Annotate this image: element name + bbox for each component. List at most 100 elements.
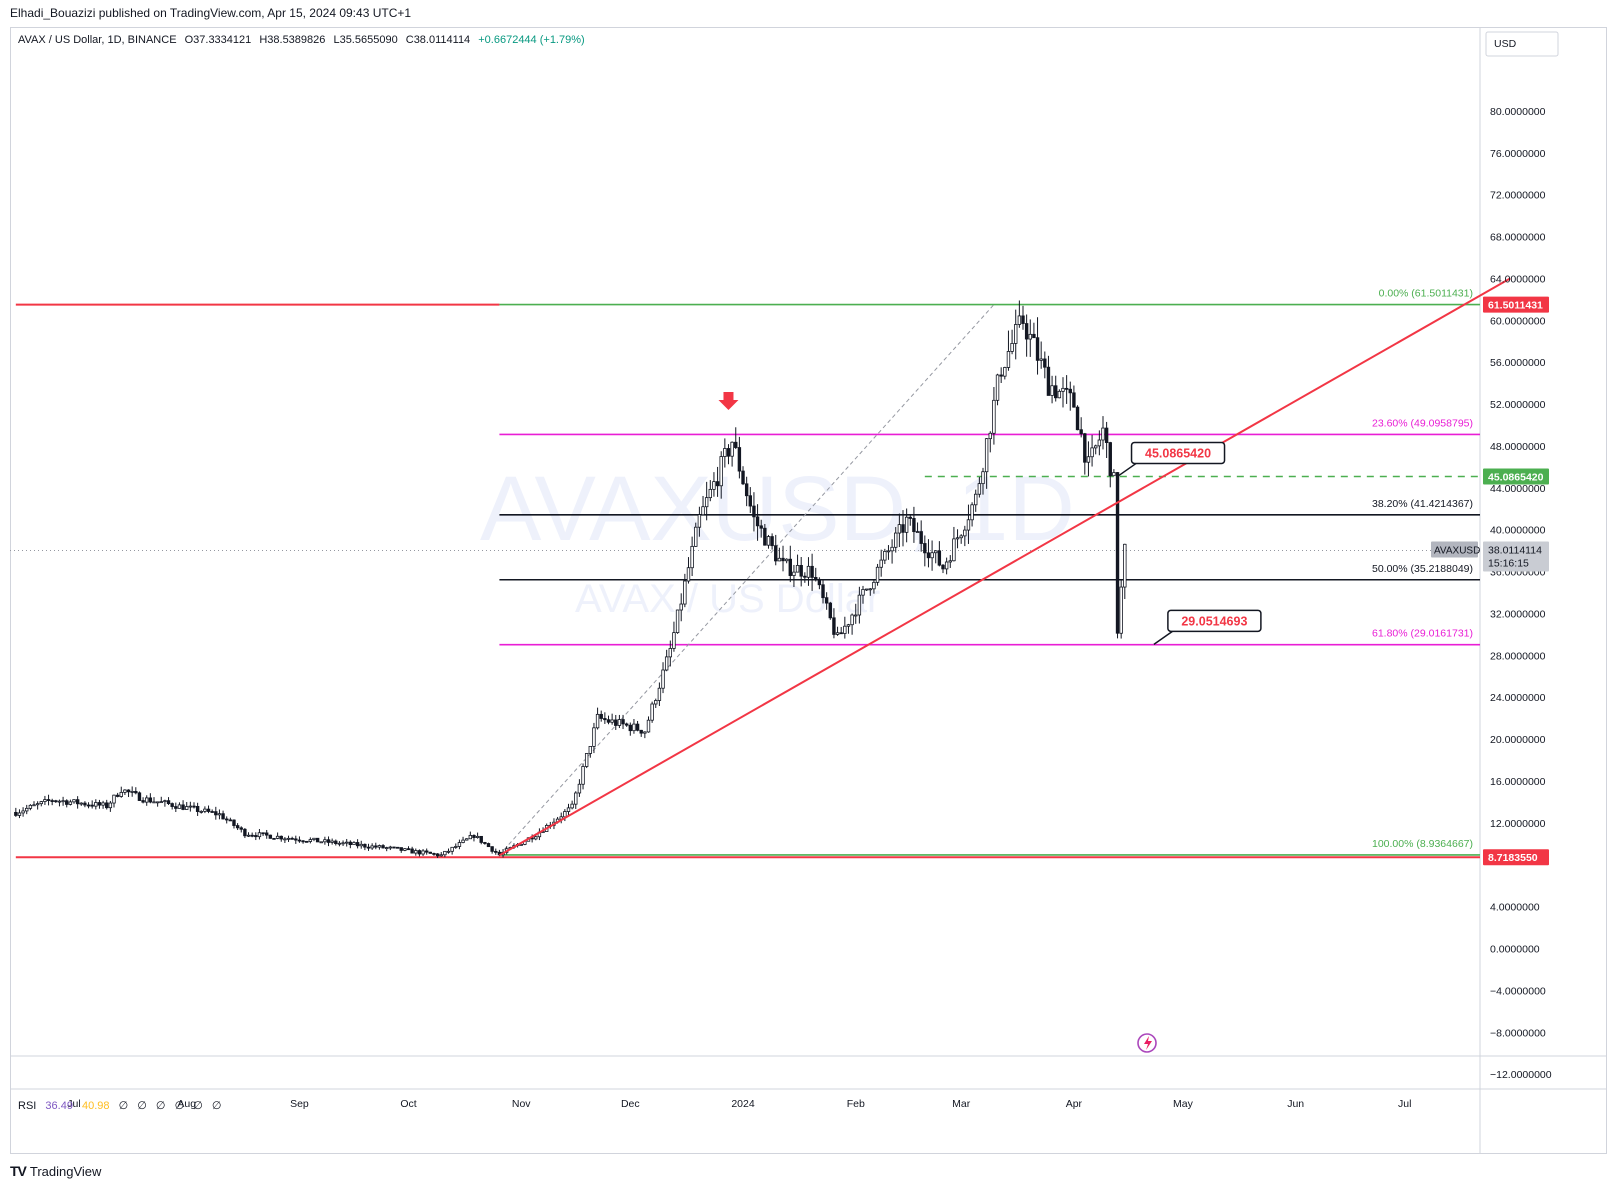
candle-body <box>1010 343 1014 352</box>
lightning-bolt-icon <box>1144 1036 1152 1050</box>
candle-body <box>952 538 956 562</box>
candle-body <box>1021 315 1025 324</box>
candle-body <box>217 813 222 816</box>
candle-body <box>588 745 593 754</box>
candle-body <box>475 835 480 838</box>
candle-body <box>72 799 76 803</box>
candle-body <box>850 614 854 626</box>
ascending-trendline[interactable] <box>498 277 1511 857</box>
price-tag-2 <box>1483 849 1549 866</box>
y-tick-label: 24.0000000 <box>1490 692 1546 704</box>
candle-body <box>1115 472 1120 634</box>
candle-body <box>79 802 83 805</box>
down-arrow-icon[interactable] <box>718 392 739 411</box>
candle-body <box>592 727 596 747</box>
ohlc-high: H38.5389826 <box>259 34 326 46</box>
candle-body <box>610 719 614 723</box>
candle-body <box>777 557 782 562</box>
y-tick-label: 20.0000000 <box>1490 734 1546 746</box>
y-tick-label: 16.0000000 <box>1490 776 1546 788</box>
candle-body <box>134 790 138 794</box>
candle-body <box>1068 388 1072 394</box>
y-tick-label: −8.0000000 <box>1490 1027 1546 1039</box>
candle-body <box>632 723 636 732</box>
y-tick-label: 48.0000000 <box>1490 441 1546 453</box>
price-callout-box[interactable] <box>1167 609 1262 633</box>
candle-body <box>235 825 240 829</box>
fib-diagonal-line[interactable] <box>499 304 995 856</box>
symbol-legend: AVAX / US Dollar, 1D, BINANCE O37.333412… <box>18 34 590 46</box>
fib-level-label: 100.00% (8.9364667) <box>1372 838 1473 850</box>
candle-body <box>1039 358 1043 361</box>
candle-body <box>1061 387 1065 392</box>
candle-body <box>1101 427 1105 441</box>
candle-body <box>697 514 702 528</box>
candle-body <box>1097 439 1102 447</box>
currency-label[interactable]: USD <box>1494 38 1517 50</box>
lightning-icon[interactable] <box>1137 1033 1157 1053</box>
candle-body <box>108 802 113 809</box>
candle-body <box>584 753 589 767</box>
x-tick-label: Jul <box>1398 1098 1411 1110</box>
candle-body <box>112 794 116 804</box>
rsi-empty-1: ∅ <box>118 1100 129 1112</box>
y-tick-label: 52.0000000 <box>1490 399 1546 411</box>
candle-body <box>46 799 51 801</box>
rsi-label[interactable]: RSI <box>18 1100 37 1112</box>
candle-body <box>192 805 196 808</box>
price-tag-3-text: 45.0865420 <box>1488 471 1544 483</box>
candle-body <box>857 594 862 616</box>
ohlc-open: O37.3334121 <box>184 34 252 46</box>
candle-body <box>715 481 720 487</box>
y-tick-label: −12.0000000 <box>1490 1069 1552 1081</box>
x-tick-label: Aug <box>177 1098 196 1110</box>
x-tick-label: May <box>1173 1098 1194 1110</box>
candle-body <box>1046 366 1051 396</box>
candle-body <box>704 497 709 508</box>
candle-body <box>148 797 153 803</box>
x-tick-label: Nov <box>512 1098 531 1110</box>
candle-body <box>599 713 603 719</box>
candle-body <box>1006 351 1011 368</box>
candle-body <box>155 801 160 804</box>
candle-body <box>614 719 618 726</box>
candle-body <box>908 516 912 519</box>
ohlc-change: +0.6672444 (+1.79%) <box>478 34 585 46</box>
y-tick-label: 56.0000000 <box>1490 357 1546 369</box>
candle-body <box>941 564 945 570</box>
symbol-title[interactable]: AVAX / US Dollar, 1D, BINANCE <box>18 34 177 46</box>
candle-body <box>795 565 800 573</box>
candle-body <box>1108 442 1112 477</box>
x-tick-label: Dec <box>621 1098 640 1110</box>
candle-body <box>126 789 131 793</box>
candle-body <box>621 719 625 725</box>
candle-body <box>39 801 43 805</box>
candle-body <box>1024 323 1029 340</box>
candle-body <box>904 516 909 533</box>
candle-body <box>435 853 440 857</box>
tradingview-footer[interactable]: TV TradingView <box>10 1163 101 1179</box>
candle-body <box>443 850 447 856</box>
candle-body <box>981 471 985 485</box>
y-tick-label: 40.0000000 <box>1490 525 1546 537</box>
candle-body <box>570 803 574 809</box>
candle-body <box>719 456 723 487</box>
candle-body <box>1043 358 1047 368</box>
price-callout-box[interactable] <box>1130 441 1226 465</box>
currency-button[interactable] <box>1485 31 1559 57</box>
candle-body <box>359 843 363 847</box>
rsi-legend[interactable]: RSI 36.49 40.98 ∅ ∅ ∅ ∅ ∅ ∅ <box>18 1099 227 1112</box>
price-callout-text: 29.0514693 <box>1181 614 1247 628</box>
candle-body <box>661 669 665 689</box>
candle-body <box>643 731 647 734</box>
candle-body <box>846 624 851 627</box>
symbol-tag-text: AVAXUSD <box>1434 546 1480 557</box>
y-tick-label: 0.0000000 <box>1490 944 1540 956</box>
candle-body <box>1079 429 1083 435</box>
candle-body <box>1104 427 1109 443</box>
candle-body <box>25 807 29 812</box>
candle-body <box>326 839 331 843</box>
candle-body <box>344 841 349 844</box>
candle-body <box>152 801 156 804</box>
